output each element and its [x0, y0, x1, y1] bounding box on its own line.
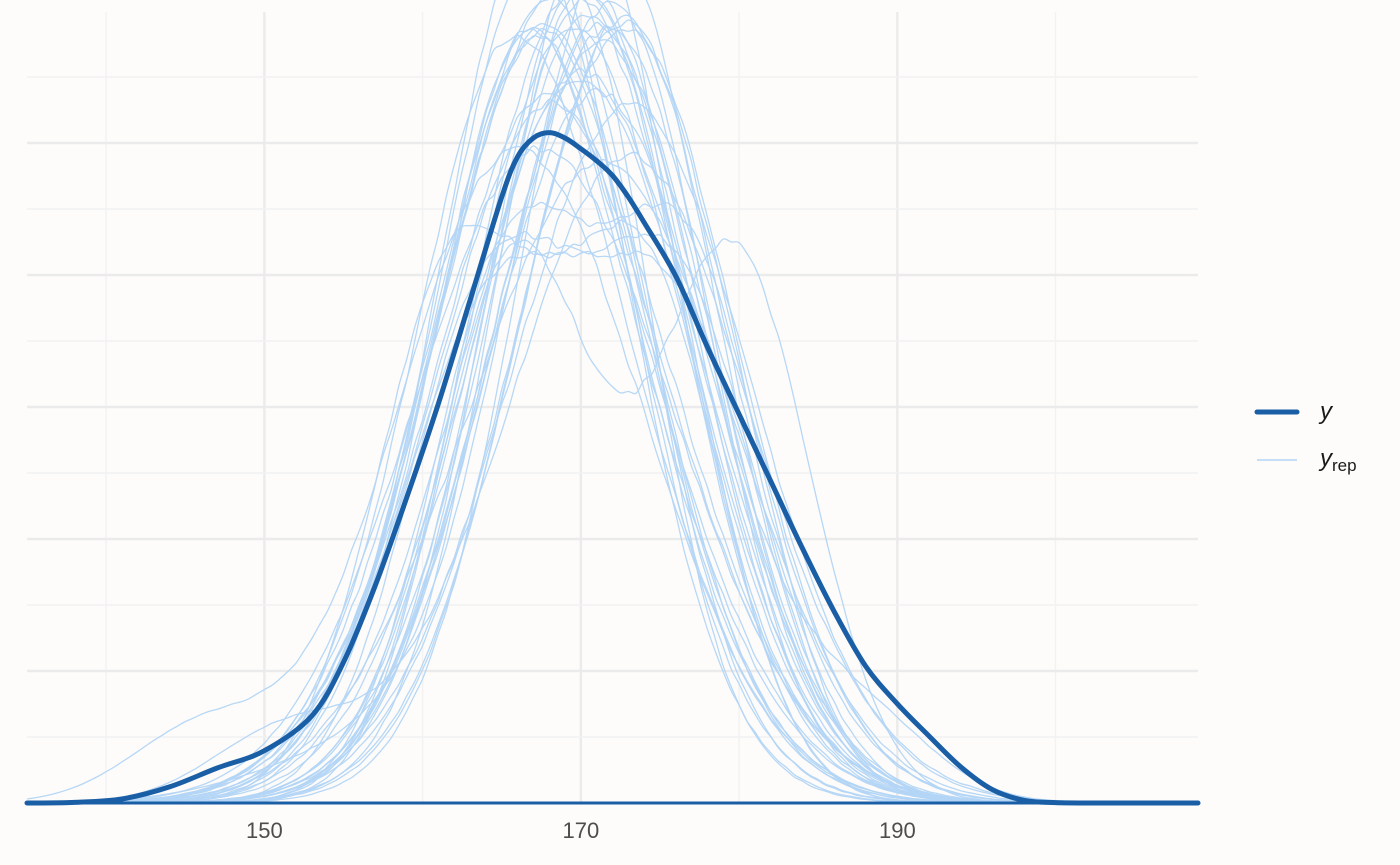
y-density-line — [24, 130, 1201, 806]
y-line-group — [24, 130, 1201, 806]
legend-label-y: y — [1318, 398, 1334, 425]
x-tick-label-190: 190 — [879, 818, 916, 843]
legend-label-yrep: yrep — [1318, 445, 1357, 475]
x-tick-labels: 150 170 190 — [246, 818, 916, 843]
x-tick-label-170: 170 — [562, 818, 599, 843]
legend: y yrep — [1254, 398, 1357, 475]
x-tick-label-150: 150 — [246, 818, 283, 843]
